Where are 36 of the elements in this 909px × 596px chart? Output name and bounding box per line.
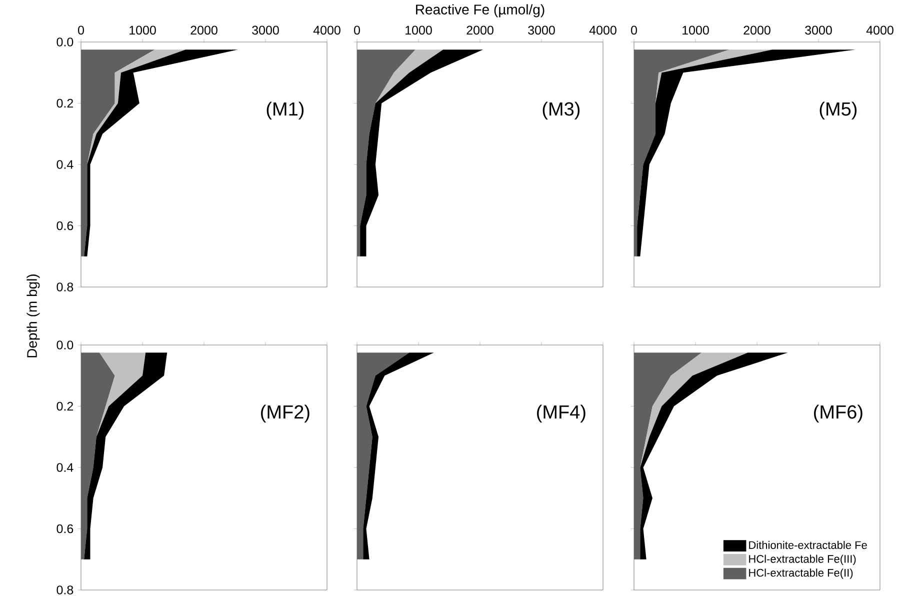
legend-label: HCl-extractable Fe(III) — [749, 554, 856, 565]
y-tick-label: 0.4 — [56, 160, 74, 169]
legend-label: Dithionite-extractable Fe — [749, 540, 867, 549]
x-tick-label: 3000 — [805, 26, 832, 35]
x-tick-label: 0 — [354, 26, 360, 35]
annotation: (M5) — [820, 102, 857, 120]
y-tick-label: 0.0 — [56, 38, 74, 46]
legend-label: HCl-extractable Fe(II) — [749, 568, 853, 579]
x-tick-label: 2000 — [190, 26, 218, 35]
x-axis-title: Reactive Fe (µmol/g) — [416, 4, 544, 18]
annotation: (MF2) — [261, 404, 310, 422]
y-tick-label: 0.0 — [56, 340, 74, 350]
x-tick-label: 3000 — [528, 26, 555, 35]
y-axis-title: Depth (m bgl) — [26, 274, 40, 358]
x-tick-label: 0 — [78, 26, 84, 35]
annotation: (M1) — [266, 102, 304, 120]
x-tick-label: 1000 — [130, 26, 156, 35]
x-tick-label: 3000 — [252, 26, 279, 35]
x-tick-label: 1000 — [682, 26, 709, 35]
x-tick-label: 2000 — [744, 26, 770, 35]
y-tick-label: 0.8 — [56, 586, 74, 594]
annotation: (M3) — [542, 102, 580, 120]
x-tick-label: 4000 — [313, 26, 340, 35]
x-tick-label: 4000 — [589, 26, 616, 35]
x-tick-label: 0 — [631, 26, 637, 35]
annotation: (MF6) — [814, 404, 862, 422]
y-tick-label: 0.2 — [56, 402, 74, 411]
y-tick-label: 0.4 — [56, 463, 74, 472]
y-tick-label: 0.2 — [56, 98, 74, 108]
annotation: (MF4) — [537, 404, 586, 422]
x-tick-label: 4000 — [866, 26, 894, 35]
y-tick-label: 0.6 — [56, 524, 74, 534]
x-tick-label: 1000 — [406, 26, 432, 35]
y-tick-label: 0.8 — [56, 282, 74, 292]
x-tick-label: 2000 — [466, 26, 494, 35]
y-tick-label: 0.6 — [56, 221, 74, 230]
